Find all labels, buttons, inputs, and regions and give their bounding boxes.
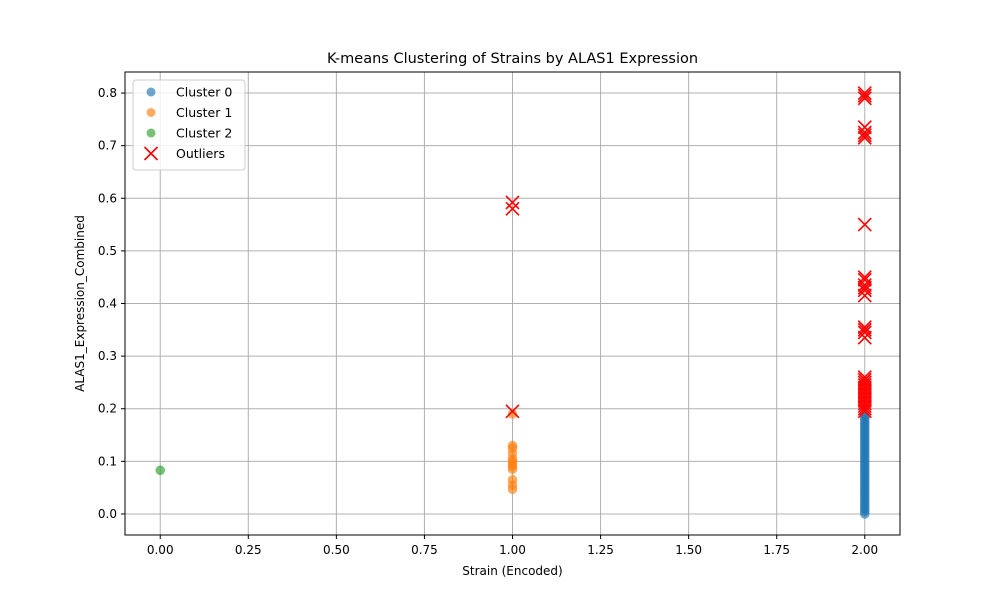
x-tick-label: 1.25 xyxy=(587,543,614,557)
legend-marker-circle xyxy=(146,128,156,138)
x-tick-label: 1.50 xyxy=(675,543,702,557)
outlier-point xyxy=(505,201,520,216)
cluster-point xyxy=(507,440,518,451)
y-tick-label: 0.2 xyxy=(98,402,117,416)
y-tick-label: 0.0 xyxy=(98,507,117,521)
legend-item: Outliers xyxy=(143,146,225,161)
x-tick-label: 0.00 xyxy=(147,543,174,557)
cluster-point xyxy=(507,409,518,419)
outlier-point xyxy=(857,125,872,140)
cluster-point xyxy=(155,465,165,476)
legend-label: Cluster 0 xyxy=(176,85,232,100)
ticks: 0.00 0.25 0.50 0.75 1.00 1.25 1.50 1.75 2.00 0.0 0… xyxy=(98,86,878,557)
x-tick-label: 0.25 xyxy=(235,543,262,557)
outlier-point xyxy=(857,91,872,106)
legend: Cluster 0 Cluster 1 Cluster 2 Outliers xyxy=(132,79,246,171)
x-tick-label: 2.00 xyxy=(851,543,878,557)
outlier-point xyxy=(857,128,872,143)
outlier-point xyxy=(857,283,872,298)
cluster-point xyxy=(507,475,518,485)
data-points xyxy=(155,85,872,519)
legend-label: Cluster 2 xyxy=(176,126,232,141)
outlier-point xyxy=(857,88,872,103)
legend-marker-circle xyxy=(146,87,156,97)
series-cluster-1 xyxy=(507,409,518,494)
outlier-point xyxy=(857,322,872,337)
outlier-point xyxy=(505,195,520,210)
x-tick-label: 0.50 xyxy=(323,543,350,557)
legend-item: Cluster 0 xyxy=(146,85,232,100)
y-tick-label: 0.5 xyxy=(98,244,117,258)
y-tick-label: 0.6 xyxy=(98,191,117,205)
legend-label: Outliers xyxy=(176,146,225,161)
series-outliers xyxy=(505,85,872,419)
x-tick-label: 1.00 xyxy=(499,543,526,557)
x-tick-label: 0.75 xyxy=(411,543,438,557)
outlier-point xyxy=(857,130,872,145)
y-tick-label: 0.1 xyxy=(98,454,117,468)
outlier-point xyxy=(857,325,872,340)
legend-item: Cluster 1 xyxy=(146,105,232,120)
legend-box xyxy=(132,79,246,171)
legend-marker-circle xyxy=(146,108,156,117)
legend-item: Cluster 2 xyxy=(146,126,232,141)
series-cluster-2 xyxy=(155,465,165,476)
outlier-point xyxy=(857,85,872,101)
y-tick-label: 0.8 xyxy=(98,86,117,100)
outlier-point xyxy=(857,320,872,335)
outlier-point xyxy=(857,217,872,232)
outlier-point xyxy=(857,372,872,387)
outlier-point xyxy=(857,270,872,285)
chart-title: K-means Clustering of Strains by ALAS1 E… xyxy=(327,51,698,67)
outlier-point xyxy=(857,272,872,287)
y-tick-label: 0.7 xyxy=(98,139,117,153)
y-tick-label: 0.4 xyxy=(98,297,117,311)
outlier-point xyxy=(857,375,872,390)
legend-label: Cluster 1 xyxy=(176,105,232,120)
y-axis-label: ALAS1_Expression_Combined xyxy=(73,215,87,392)
x-axis-label: Strain (Encoded) xyxy=(462,564,562,578)
x-tick-label: 1.75 xyxy=(763,543,790,557)
outlier-point xyxy=(857,370,872,385)
legend-marker-x xyxy=(143,146,159,161)
outlier-point xyxy=(505,404,520,419)
y-tick-label: 0.3 xyxy=(98,349,117,363)
series-cluster-0 xyxy=(860,409,870,519)
